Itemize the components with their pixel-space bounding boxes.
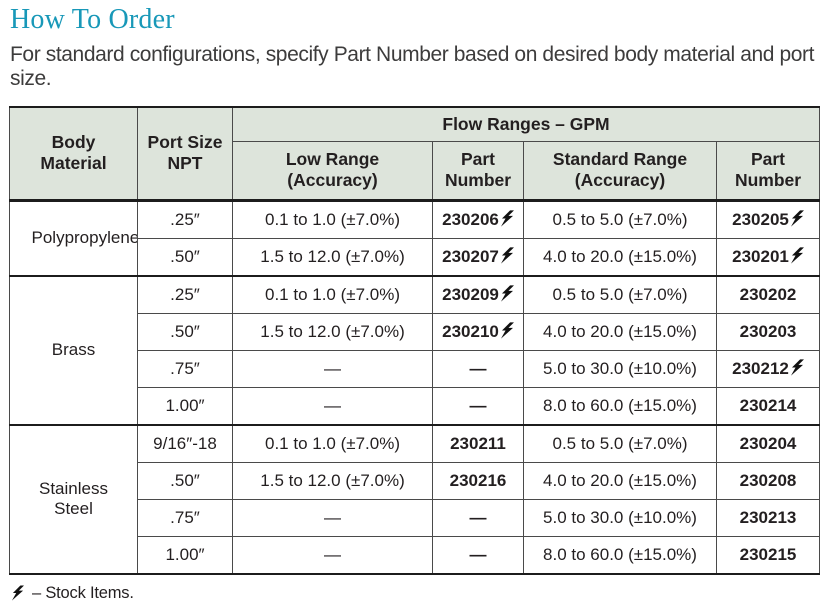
low-part-number-cell: 230210 (432, 312, 524, 351)
standard-range-cell: 0.5 to 5.0 (±7.0%) (523, 423, 717, 463)
port-size-cell: .50″ (137, 312, 233, 351)
standard-range-cell: 4.0 to 20.0 (±15.0%) (523, 237, 717, 277)
lightning-bolt-icon (791, 210, 804, 227)
order-table: Body Material Port Size NPT Flow Ranges … (9, 105, 820, 575)
lightning-bolt-icon (501, 210, 514, 227)
standard-range-cell: 5.0 to 30.0 (±10.0%) (523, 498, 717, 537)
table-row: Polypropylene .25″ 0.1 to 1.0 (±7.0%) 23… (9, 199, 820, 277)
body-material-cell: Brass (9, 274, 138, 426)
port-size-cell: .75″ (137, 498, 233, 537)
intro-paragraph: For standard configurations, specify Par… (10, 42, 815, 91)
low-range-cell: 0.1 to 1.0 (±7.0%) (232, 423, 433, 463)
port-size-cell: .75″ (137, 349, 233, 388)
standard-part-number-cell: 230204 (716, 423, 820, 463)
low-range-cell: 1.5 to 12.0 (±7.0%) (232, 237, 433, 277)
stock-items-footnote: – Stock Items. (12, 584, 818, 603)
standard-range-cell: 0.5 to 5.0 (±7.0%) (523, 274, 717, 314)
standard-part-number-cell: 230205 (716, 199, 820, 239)
header-part-number-low: Part Number (432, 140, 524, 201)
standard-range-cell: 8.0 to 60.0 (±15.0%) (523, 535, 717, 575)
lightning-bolt-icon (501, 322, 514, 339)
table-row: 1.00″ — — 8.0 to 60.0 (±15.0%) 230215 (10, 535, 820, 575)
low-range-cell: — (232, 535, 433, 575)
header-standard-range: Standard Range (Accuracy) (523, 140, 717, 201)
low-range-cell: — (232, 349, 433, 388)
lightning-bolt-icon (791, 359, 804, 376)
header-part-number-standard: Part Number (716, 140, 820, 201)
port-size-cell: 1.00″ (137, 535, 233, 575)
header-row-sub: Low Range (Accuracy) Part Number Standar… (10, 140, 820, 201)
table-row: .75″ — — 5.0 to 30.0 (±10.0%) 230213 (10, 498, 820, 537)
port-size-cell: 1.00″ (137, 386, 233, 426)
body-material-cell: Polypropylene (9, 199, 138, 277)
low-range-cell: 1.5 to 12.0 (±7.0%) (232, 312, 433, 351)
low-part-number-cell: 230209 (432, 274, 524, 314)
table-row: .75″ — — 5.0 to 30.0 (±10.0%) 230212 (10, 349, 820, 388)
low-part-number-cell: 230207 (432, 237, 524, 277)
port-size-cell: 9/16″-18 (137, 423, 233, 463)
body-material-cell: Stainless Steel (9, 423, 138, 575)
low-part-number-cell: 230211 (432, 423, 524, 463)
port-size-cell: .25″ (137, 274, 233, 314)
low-range-cell: — (232, 498, 433, 537)
low-part-number-cell: — (432, 349, 524, 388)
standard-range-cell: 5.0 to 30.0 (±10.0%) (523, 349, 717, 388)
lightning-bolt-icon (12, 585, 24, 601)
standard-part-number-cell: 230214 (716, 386, 820, 426)
footnote-text: – Stock Items. (32, 583, 134, 602)
low-range-cell: — (232, 386, 433, 426)
table-row: .50″ 1.5 to 12.0 (±7.0%) 230210 4.0 to 2… (10, 312, 820, 351)
table-row: 1.00″ — — 8.0 to 60.0 (±15.0%) 230214 (10, 386, 820, 426)
port-size-cell: .50″ (137, 237, 233, 277)
low-range-cell: 1.5 to 12.0 (±7.0%) (232, 461, 433, 500)
table-row: Stainless Steel 9/16″-18 0.1 to 1.0 (±7.… (9, 423, 820, 575)
port-size-cell: .25″ (137, 199, 233, 239)
table-row: .50″ 1.5 to 12.0 (±7.0%) 230207 4.0 to 2… (10, 237, 820, 277)
port-size-cell: .50″ (137, 461, 233, 500)
table-row: Brass .25″ 0.1 to 1.0 (±7.0%) 230209 0.5… (9, 274, 820, 426)
lightning-bolt-icon (501, 285, 514, 302)
header-low-range: Low Range (Accuracy) (232, 140, 433, 201)
low-part-number-cell: 230216 (432, 461, 524, 500)
table-row: .50″ 1.5 to 12.0 (±7.0%) 230216 4.0 to 2… (10, 461, 820, 500)
standard-part-number-cell: 230201 (716, 237, 820, 277)
lightning-bolt-icon (501, 247, 514, 264)
low-part-number-cell: — (432, 498, 524, 537)
table-header: Body Material Port Size NPT Flow Ranges … (9, 106, 820, 201)
table-body: Polypropylene .25″ 0.1 to 1.0 (±7.0%) 23… (9, 199, 820, 575)
low-part-number-cell: 230206 (432, 199, 524, 239)
header-body-material: Body Material (9, 106, 138, 201)
header-port-size: Port Size NPT (137, 106, 233, 201)
standard-range-cell: 4.0 to 20.0 (±15.0%) (523, 461, 717, 500)
page-title: How To Order (10, 4, 175, 35)
standard-range-cell: 8.0 to 60.0 (±15.0%) (523, 386, 717, 426)
standard-range-cell: 0.5 to 5.0 (±7.0%) (523, 199, 717, 239)
standard-part-number-cell: 230212 (716, 349, 820, 388)
low-part-number-cell: — (432, 535, 524, 575)
standard-part-number-cell: 230202 (716, 274, 820, 314)
low-range-cell: 0.1 to 1.0 (±7.0%) (232, 274, 433, 314)
header-flow-ranges-banner: Flow Ranges – GPM (232, 106, 820, 142)
header-row-banner: Body Material Port Size NPT Flow Ranges … (9, 106, 820, 201)
standard-part-number-cell: 230215 (716, 535, 820, 575)
standard-part-number-cell: 230213 (716, 498, 820, 537)
standard-part-number-cell: 230208 (716, 461, 820, 500)
low-range-cell: 0.1 to 1.0 (±7.0%) (232, 199, 433, 239)
standard-range-cell: 4.0 to 20.0 (±15.0%) (523, 312, 717, 351)
lightning-bolt-icon (791, 247, 804, 264)
standard-part-number-cell: 230203 (716, 312, 820, 351)
low-part-number-cell: — (432, 386, 524, 426)
